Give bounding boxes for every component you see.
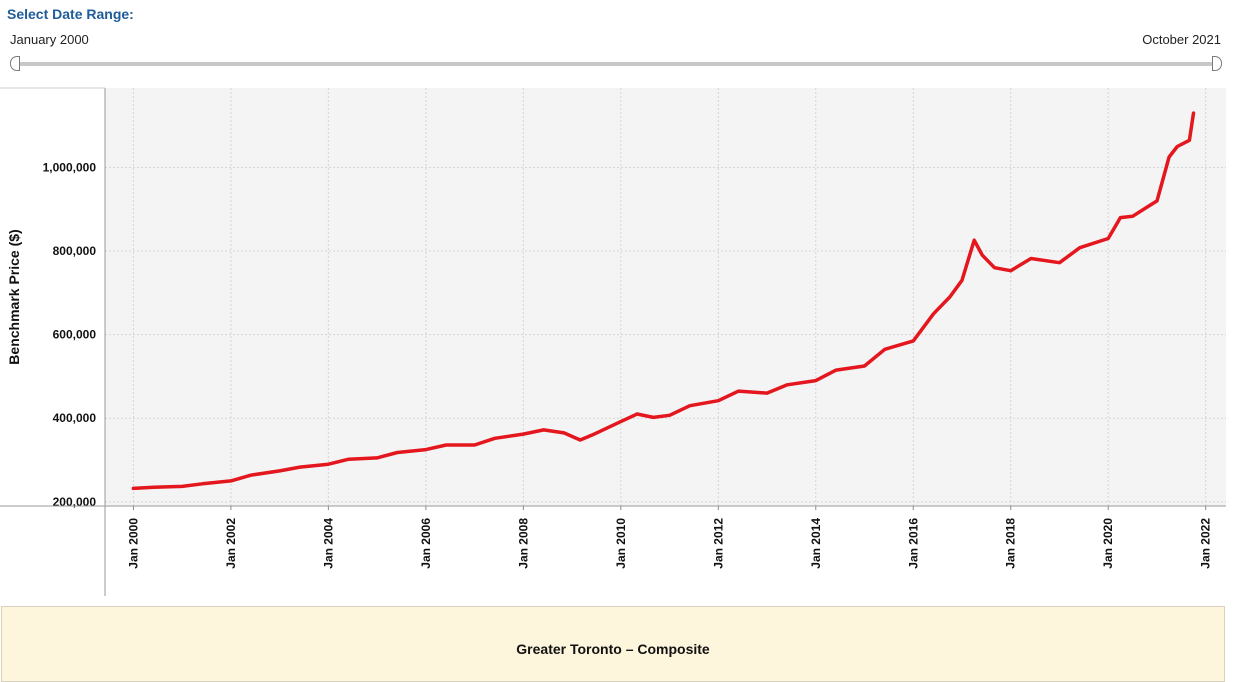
y-tick-label: 1,000,000 [43,160,97,174]
y-tick-label: 200,000 [53,495,97,509]
x-tick-label: Jan 2018 [1004,518,1018,569]
x-tick-label: Jan 2016 [906,518,920,569]
plot-background [105,88,1226,506]
range-end-handle[interactable] [1212,56,1222,71]
x-tick-label: Jan 2014 [809,518,823,569]
x-tick-label: Jan 2002 [224,518,238,569]
x-tick-label: Jan 2000 [126,518,140,569]
x-tick-label: Jan 2020 [1101,518,1115,569]
benchmark-price-line [131,111,1196,491]
y-tick-label: 600,000 [53,328,97,342]
price-chart: 200,000 400,000 600,000 800,000 1,000,000 Jan… [0,87,1226,596]
date-range-title: Select Date Range: [7,6,134,22]
y-tick-label: 400,000 [53,411,97,425]
x-tick-label: Jan 2022 [1199,518,1213,569]
y-axis-title: Benchmark Price ($) [6,229,22,364]
x-tick-label: Jan 2008 [516,518,530,569]
x-tick-label: Jan 2010 [614,518,628,569]
x-tick-label: Jan 2006 [419,518,433,569]
x-tick-label: Jan 2004 [321,518,335,569]
range-end-label: October 2021 [1142,32,1221,47]
range-start-handle[interactable] [10,56,20,71]
range-start-label: January 2000 [10,32,89,47]
date-range-slider-track[interactable] [16,62,1216,66]
y-tick-label: 800,000 [53,244,97,258]
x-tick-label: Jan 2012 [711,518,725,569]
footer-title: Greater Toronto – Composite [516,641,710,657]
footer-panel: Greater Toronto – Composite [1,606,1225,682]
